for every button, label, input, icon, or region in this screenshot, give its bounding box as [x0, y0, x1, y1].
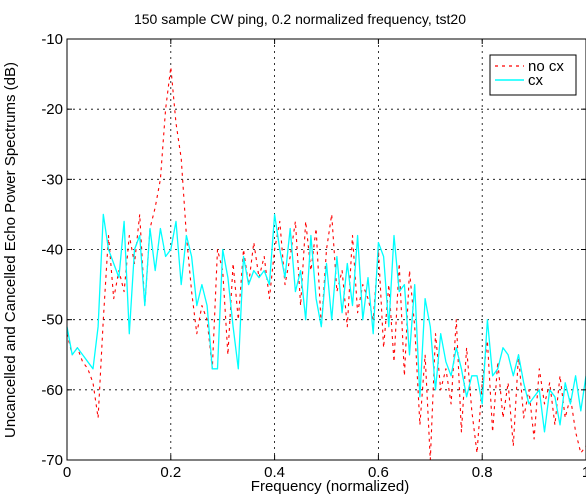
legend: no cx cx — [489, 54, 577, 96]
y-tick-label: -30 — [41, 171, 63, 188]
y-tick-label: -70 — [41, 452, 63, 469]
y-tick-label: -20 — [41, 101, 63, 118]
x-tick-label: 0.2 — [160, 464, 181, 481]
legend-box — [489, 54, 577, 96]
x-tick-label: 0.4 — [264, 464, 285, 481]
x-axis-label: Frequency (normalized) — [251, 478, 409, 495]
series-line-cx — [66, 213, 586, 433]
x-tick-label: 0.6 — [368, 464, 389, 481]
x-tick-label: 0 — [63, 464, 71, 481]
x-tick-label: 0.8 — [472, 464, 493, 481]
y-tick-label: -10 — [41, 31, 63, 48]
y-axis-label: Uncancelled and Cancelled Echo Power Spe… — [2, 62, 19, 438]
x-tick-label: 1 — [582, 464, 586, 481]
series-layer — [66, 66, 586, 461]
y-tick-label: -50 — [41, 312, 63, 329]
legend-label-cx: cx — [528, 72, 544, 89]
chart-title: 150 sample CW ping, 0.2 normalized frequ… — [134, 11, 466, 27]
legend-label-no-cx: no cx — [528, 58, 564, 75]
y-tick-label: -60 — [41, 382, 63, 399]
y-tick-label: -40 — [41, 242, 63, 259]
ticks: 0 0.2 0.4 0.6 0.8 1 -10 -20 -30 -40 -50 -60 -70 — [41, 31, 586, 481]
